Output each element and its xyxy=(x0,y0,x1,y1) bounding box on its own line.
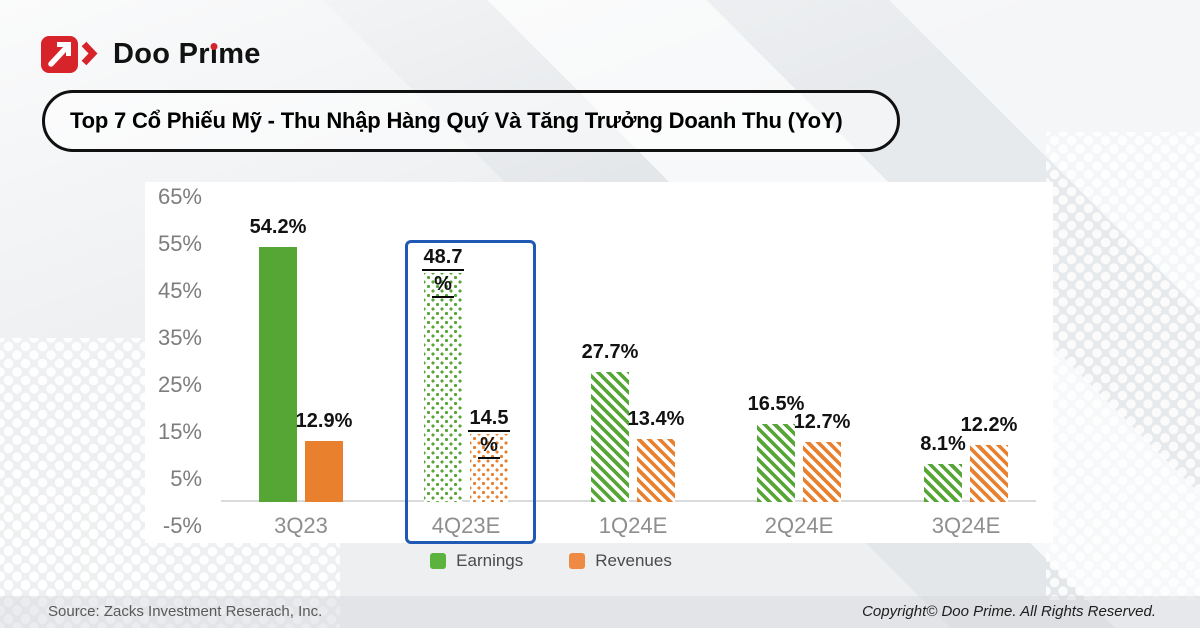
x-axis-label-4q23e: 4Q23E xyxy=(431,513,501,538)
halftone-dots-right xyxy=(1046,132,1200,600)
legend-swatch-revenues xyxy=(569,553,586,569)
footer-strip xyxy=(0,596,1200,628)
y-axis-tick-label: 45% xyxy=(157,277,202,303)
legend-label: Revenues xyxy=(595,551,672,570)
value-label-earnings-2q24e: 16.5% xyxy=(747,393,805,416)
y-axis-tick-label: 55% xyxy=(157,230,202,256)
value-label-earnings-1q24e: 27.7% xyxy=(581,340,639,363)
x-axis-label-3q23: 3Q23 xyxy=(274,513,328,538)
source-text: Source: Zacks Investment Reserach, Inc. xyxy=(48,603,323,620)
chart-legend: Earnings Revenues xyxy=(97,551,1005,571)
red-dot-icon xyxy=(210,43,218,50)
bar-revenues-1q24e xyxy=(637,439,675,502)
brand-logo: Doo Pr ı me xyxy=(40,32,261,76)
bar-revenues-2q24e xyxy=(803,442,841,502)
bar-revenues-3q23 xyxy=(305,441,343,502)
brand-wordmark-part: ı xyxy=(209,38,219,70)
y-axis-tick-label: 65% xyxy=(157,183,202,209)
plot-area: 65% 55% 45% 35% 25% 15% 5% -5% 54.2% 12.9% 3Q23 48… xyxy=(145,182,1053,544)
brand-wordmark-part: me xyxy=(218,38,261,70)
doo-prime-logo-icon xyxy=(40,32,102,76)
value-label-earnings-4q23e: 48.7% xyxy=(408,247,478,299)
x-axis-label-2q24e: 2Q24E xyxy=(764,513,834,538)
y-axis-tick-label: 15% xyxy=(157,418,202,444)
y-axis-tick-label: 35% xyxy=(157,324,202,350)
bar-revenues-4q23e xyxy=(470,433,508,502)
bar-earnings-2q24e xyxy=(757,424,795,502)
bar-earnings-4q23e xyxy=(424,273,462,502)
copyright-text: Copyright© Doo Prime. All Rights Reserve… xyxy=(862,603,1156,620)
brand-wordmark-i: ı xyxy=(210,34,218,74)
brand-wordmark: Doo Pr ı me xyxy=(113,34,261,74)
value-label-revenues-1q24e: 13.4% xyxy=(627,408,685,431)
value-label-revenues-2q24e: 12.7% xyxy=(793,411,851,434)
y-axis-tick-label: -5% xyxy=(162,512,202,538)
legend-item-revenues: Revenues xyxy=(569,551,672,571)
value-label-revenues-3q24e: 12.2% xyxy=(960,413,1018,436)
brand-wordmark-part: Doo Pr xyxy=(113,38,210,70)
value-label-earnings-3q23: 54.2% xyxy=(249,216,307,239)
x-axis-label-1q24e: 1Q24E xyxy=(598,513,668,538)
y-axis-tick-label: 5% xyxy=(170,465,202,491)
bar-earnings-3q24e xyxy=(924,463,962,502)
y-axis-tick-label: 25% xyxy=(157,371,202,397)
page-title: Top 7 Cổ Phiếu Mỹ - Thu Nhập Hàng Quý Và… xyxy=(70,108,843,133)
value-label-revenues-3q23: 12.9% xyxy=(295,410,353,433)
bar-earnings-1q24e xyxy=(591,371,629,502)
chart-title-banner: Top 7 Cổ Phiếu Mỹ - Thu Nhập Hàng Quý Và… xyxy=(42,90,900,152)
value-label-earnings-3q24e: 8.1% xyxy=(920,432,966,455)
legend-swatch-earnings xyxy=(430,553,447,569)
x-axis-label-3q24e: 3Q24E xyxy=(931,513,1001,538)
bar-earnings-3q23 xyxy=(259,247,297,502)
legend-label: Earnings xyxy=(456,551,524,570)
value-label-revenues-4q23e: 14.5% xyxy=(454,407,524,459)
halftone-dots-left-edge xyxy=(0,338,152,628)
legend-item-earnings: Earnings xyxy=(430,551,523,571)
chart-card: 65% 55% 45% 35% 25% 15% 5% -5% 54.2% 12.9% 3Q23 48… xyxy=(145,182,1053,544)
bar-revenues-3q24e xyxy=(970,444,1008,502)
